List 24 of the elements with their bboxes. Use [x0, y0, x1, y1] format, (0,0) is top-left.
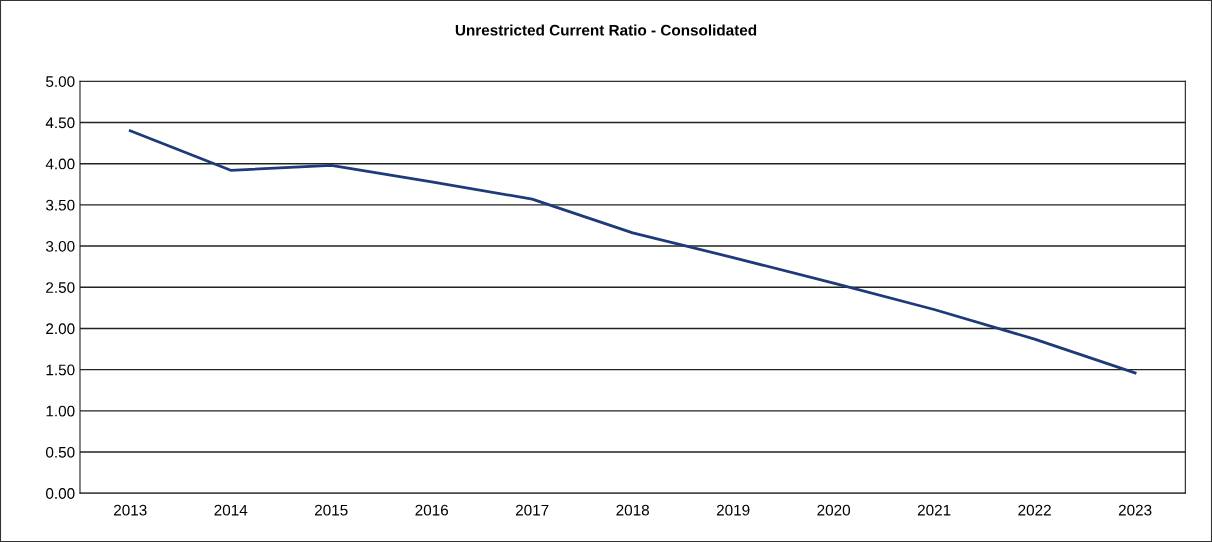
x-tick-label: 2016	[415, 504, 449, 516]
x-tick-label: 2019	[716, 504, 750, 516]
y-tick-label: 3.50	[45, 199, 75, 211]
x-tick-label: 2022	[1018, 504, 1051, 516]
y-tick-label: 4.50	[45, 117, 75, 129]
chart-title: Unrestricted Current Ratio - Consolidated	[455, 24, 757, 36]
y-tick-label: 0.00	[46, 488, 75, 499]
y-tick-label: 4.00	[45, 158, 75, 170]
y-tick-label: 2.50	[46, 282, 75, 293]
x-tick-label: 2023	[1118, 504, 1152, 516]
x-tick-label: 2013	[114, 504, 147, 516]
y-tick-label: 3.00	[45, 240, 75, 252]
x-tick-label: 2015	[314, 504, 348, 516]
y-tick-label: 1.00	[46, 405, 75, 417]
x-tick-label: 2017	[515, 504, 549, 516]
x-tick-label: 2021	[917, 504, 951, 516]
x-tick-label: 2018	[616, 504, 649, 516]
line-series	[128, 129, 1137, 375]
y-tick-label: 2.00	[46, 323, 75, 335]
x-tick-label: 2020	[817, 504, 851, 516]
y-tick-label: 1.50	[46, 364, 75, 376]
y-tick-label: 0.50	[46, 446, 75, 458]
x-tick-label: 2014	[214, 504, 248, 516]
y-tick-label: 5.00	[46, 76, 75, 87]
